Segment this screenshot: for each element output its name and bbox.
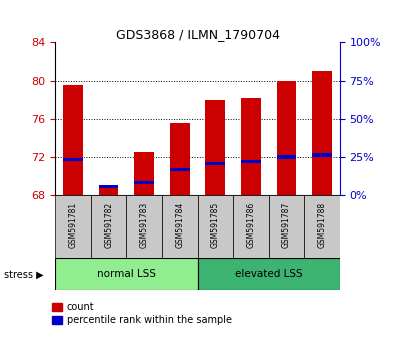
Text: GSM591788: GSM591788 — [318, 202, 326, 249]
Bar — [276, 155, 296, 159]
Text: GSM591787: GSM591787 — [282, 202, 291, 249]
Bar — [134, 181, 154, 184]
Bar — [63, 85, 83, 195]
Bar — [198, 195, 233, 258]
Bar — [276, 81, 296, 195]
Bar — [241, 98, 261, 195]
Bar — [162, 195, 198, 258]
Bar — [304, 195, 340, 258]
Text: stress ▶: stress ▶ — [4, 269, 43, 279]
Bar — [99, 185, 118, 188]
Bar — [170, 167, 190, 171]
Text: GSM591783: GSM591783 — [140, 202, 149, 249]
Text: GSM591782: GSM591782 — [104, 202, 113, 249]
Bar — [312, 153, 332, 156]
Bar — [99, 185, 118, 195]
Text: GSM591784: GSM591784 — [175, 202, 184, 249]
Bar — [241, 160, 261, 163]
Text: GSM591785: GSM591785 — [211, 202, 220, 249]
Legend: count, percentile rank within the sample: count, percentile rank within the sample — [52, 302, 232, 325]
Text: GSM591786: GSM591786 — [246, 202, 255, 249]
Bar — [233, 195, 269, 258]
Title: GDS3868 / ILMN_1790704: GDS3868 / ILMN_1790704 — [115, 28, 280, 41]
Bar — [55, 258, 198, 290]
Bar — [91, 195, 126, 258]
Text: GSM591781: GSM591781 — [69, 202, 77, 249]
Bar — [63, 158, 83, 161]
Bar — [205, 162, 225, 165]
Text: normal LSS: normal LSS — [97, 269, 156, 279]
Bar — [269, 195, 304, 258]
Bar — [126, 195, 162, 258]
Bar — [134, 152, 154, 195]
Text: elevated LSS: elevated LSS — [235, 269, 303, 279]
Bar — [170, 123, 190, 195]
Bar — [55, 195, 91, 258]
Bar — [312, 71, 332, 195]
Bar — [205, 99, 225, 195]
Bar — [198, 258, 340, 290]
